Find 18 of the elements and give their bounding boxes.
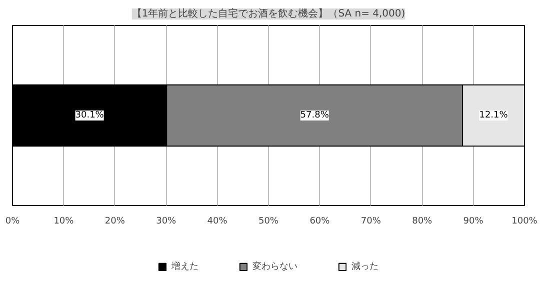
x-tick-label: 90% [463, 216, 484, 226]
x-tick-label: 50% [258, 216, 279, 226]
legend-label: 増えた [172, 260, 198, 272]
chart-title: 【1年前と比較した自宅でお酒を飲む機会】（SA n= 4,000) [132, 8, 406, 20]
legend-label: 減った [352, 260, 378, 272]
x-tick-label: 0% [5, 216, 20, 226]
x-tick-label: 10% [54, 216, 74, 226]
data-label: 30.1% [75, 110, 104, 120]
data-label: 12.1% [479, 110, 508, 120]
x-tick-label: 30% [156, 216, 177, 226]
x-tick-label: 100% [512, 216, 538, 226]
legend-label: 変わらない [252, 260, 298, 272]
data-label: 57.8% [300, 110, 330, 120]
x-tick-label: 20% [104, 216, 126, 226]
x-tick-label: 70% [360, 216, 382, 226]
x-tick-label: 60% [310, 216, 330, 226]
x-tick-label: 80% [412, 216, 433, 226]
x-tick-label: 40% [207, 216, 228, 226]
